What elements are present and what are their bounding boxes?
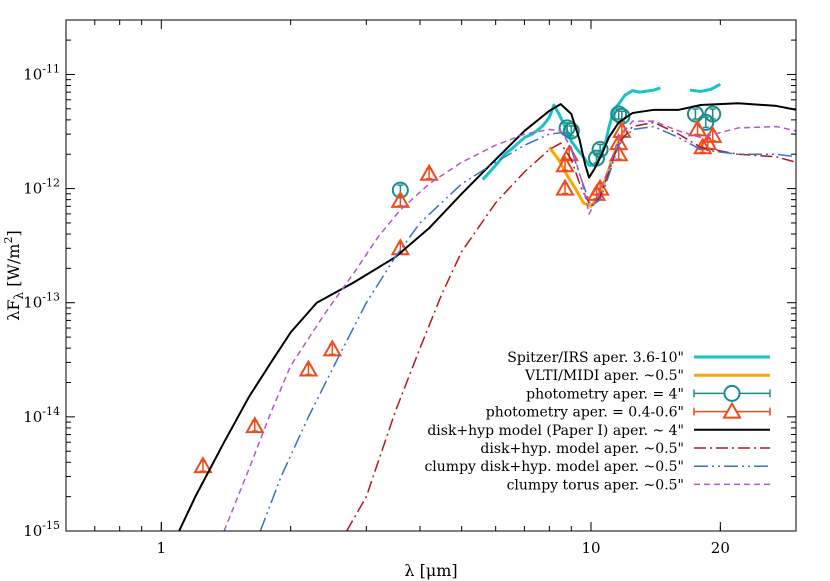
series-5 [178, 102, 796, 531]
photometry-4-point [558, 119, 576, 137]
legend-marker [722, 401, 742, 419]
series-line [481, 86, 661, 181]
legend-marker [723, 384, 741, 402]
legend-label: photometry aper. = 0.4-0.6" [486, 405, 684, 421]
legend-label: disk+hyp. model aper. ~0.5" [480, 441, 684, 457]
photometry-05-point [555, 178, 575, 196]
photometry-05-point [555, 155, 575, 173]
y-label-sup: 2 [2, 237, 15, 244]
y-label-sub: λ [12, 291, 26, 299]
series-line [259, 125, 796, 531]
data-layer [178, 82, 796, 531]
y-label-unit: [W/m [4, 244, 23, 292]
x-tick-label: 1 [157, 539, 167, 557]
legend-label: disk+hyp model (Paper I) aper. ~ 4" [427, 423, 684, 439]
y-tick-label: 10-13 [23, 291, 60, 312]
x-tick-label: 20 [711, 539, 730, 557]
series-0 [481, 86, 661, 181]
legend-label: VLTI/MIDI aper. ~0.5" [524, 368, 684, 384]
photometry-05-point [419, 163, 439, 181]
photometry-05-point [322, 339, 343, 357]
legend-label: clumpy disk+hyp. model aper. ~0.5" [424, 459, 684, 475]
photometry-4-point [562, 122, 580, 140]
series-3 [391, 105, 722, 199]
y-axis-label: λFλ [W/m2] [2, 230, 26, 320]
x-axis-label: λ [μm] [404, 561, 457, 580]
series-7 [259, 125, 796, 531]
y-label-main: λF [4, 299, 23, 320]
photometry-05-point [687, 119, 708, 137]
y-tick-label: 10-14 [23, 405, 60, 426]
y-tick-label: 10-11 [23, 62, 60, 83]
series-1 [689, 82, 722, 93]
photometry-05-point [245, 416, 265, 434]
legend-label: photometry aper. = 4" [526, 386, 684, 402]
photometry-4-point [704, 105, 722, 123]
photometry-05-point [193, 456, 213, 474]
y-tick-label: 10-15 [23, 519, 60, 540]
y-label-close: ] [4, 230, 23, 236]
series-6 [346, 121, 796, 531]
legend: Spitzer/IRS aper. 3.6-10" VLTI/MIDI aper.… [424, 350, 771, 493]
legend-label: clumpy torus aper. ~0.5" [507, 477, 684, 493]
series-4 [193, 119, 723, 474]
legend-label: Spitzer/IRS aper. 3.6-10" [507, 350, 684, 366]
axes: 1 10 20 10-15 10-14 10-13 10-12 10-11 [23, 19, 797, 557]
photometry-05-point [390, 190, 411, 208]
series-8 [223, 120, 796, 531]
series-line [689, 82, 722, 93]
plot-frame [65, 19, 797, 532]
photometry-05-point [608, 133, 629, 151]
series-line [346, 121, 796, 531]
series-line [178, 102, 796, 531]
x-tick-label: 10 [581, 539, 600, 557]
photometry-05-point [390, 238, 411, 256]
y-tick-label: 10-12 [23, 177, 60, 198]
photometry-05-point [298, 359, 319, 377]
series-line [223, 120, 796, 531]
